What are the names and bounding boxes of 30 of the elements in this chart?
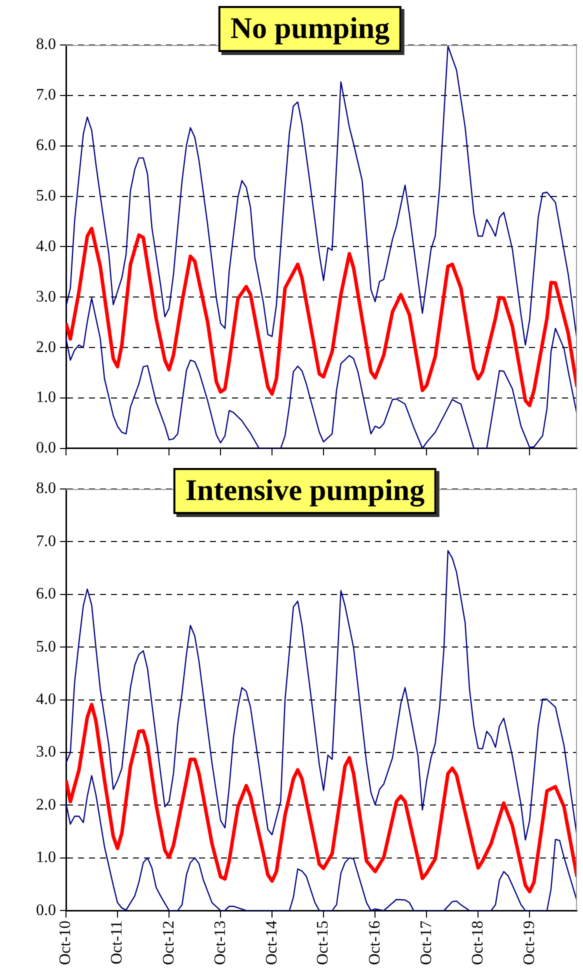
- x-tick-label: Oct-19: [520, 920, 538, 966]
- y-tick-label: 3.0: [36, 288, 56, 306]
- y-tick-label: 2.0: [36, 338, 56, 356]
- y-tick-label: 2.0: [36, 796, 56, 814]
- chart-title: Intensive pumping: [173, 468, 437, 514]
- y-tick-label: 4.0: [36, 690, 56, 708]
- y-tick-label: 0.0: [36, 440, 56, 457]
- x-tick-label: Oct-11: [108, 920, 126, 964]
- x-tick-label: Oct-12: [160, 920, 178, 966]
- y-tick-label: 7.0: [36, 532, 56, 550]
- y-tick-label: 6.0: [36, 586, 56, 603]
- x-tick-label: Oct-14: [263, 920, 280, 966]
- x-tick-label: Oct-10: [57, 920, 74, 966]
- y-tick-label: 7.0: [36, 86, 56, 104]
- y-tick-label: 8.0: [36, 480, 56, 498]
- x-tick-label: Oct-13: [212, 920, 229, 966]
- y-tick-label: 8.0: [36, 36, 56, 54]
- y-tick-label: 6.0: [36, 137, 56, 154]
- y-tick-label: 5.0: [36, 187, 56, 204]
- chart-title: No pumping: [218, 6, 402, 52]
- y-tick-label: 3.0: [36, 744, 56, 761]
- y-tick-label: 1.0: [36, 389, 56, 406]
- y-tick-label: 5.0: [36, 638, 56, 656]
- y-tick-label: 4.0: [36, 238, 56, 255]
- x-tick-label: Oct-16: [366, 920, 384, 966]
- x-tick-label: Oct-18: [469, 920, 486, 966]
- y-tick-label: 0.0: [36, 902, 56, 919]
- y-tick-label: 1.0: [36, 849, 56, 866]
- x-tick-label: Oct-17: [418, 920, 435, 966]
- x-tick-label: Oct-15: [314, 920, 332, 966]
